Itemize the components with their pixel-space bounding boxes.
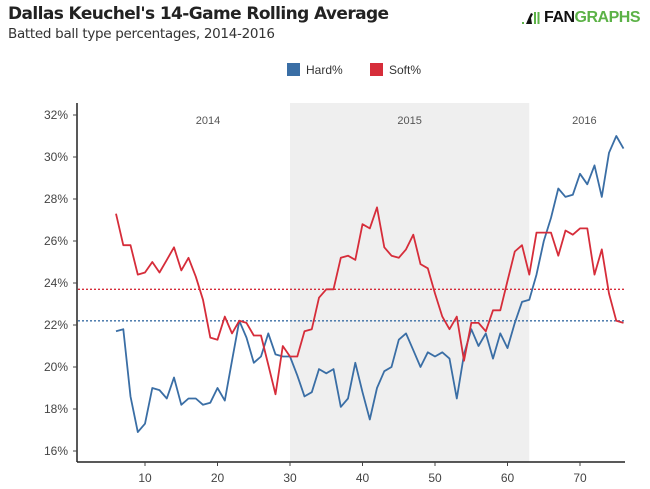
- y-tick-label: 28%: [44, 192, 68, 206]
- y-tick-label: 18%: [44, 402, 68, 416]
- y-tick-label: 32%: [44, 108, 68, 122]
- season-label-2014: 2014: [196, 115, 220, 127]
- y-tick-label: 22%: [44, 318, 68, 332]
- series-line-hard: [115, 135, 625, 434]
- legend-label-soft: Soft%: [389, 63, 421, 77]
- x-tick-label: 20: [211, 471, 225, 485]
- x-tick-label: 50: [428, 471, 442, 485]
- season-region-2015: [290, 103, 530, 462]
- x-tick-label: 60: [501, 471, 515, 485]
- y-tick-label: 20%: [44, 360, 68, 374]
- x-tick-label: 10: [138, 471, 152, 485]
- batter-icon: [522, 11, 542, 25]
- x-tick-label: 30: [283, 471, 297, 485]
- legend-swatch-soft: [370, 63, 383, 76]
- logo-text-graphs: GRAPHS: [574, 9, 641, 26]
- season-label-2015: 2015: [397, 115, 421, 127]
- x-tick-label: 40: [356, 471, 370, 485]
- chart-title: Dallas Keuchel's 14-Game Rolling Average: [8, 4, 389, 24]
- series-line-soft: [115, 206, 624, 396]
- y-tick-label: 24%: [44, 276, 68, 290]
- y-tick-label: 30%: [44, 150, 68, 164]
- chart-subtitle: Batted ball type percentages, 2014-2016: [8, 26, 275, 42]
- legend: Hard% Soft%: [287, 63, 421, 77]
- y-tick-label: 16%: [44, 444, 68, 458]
- y-tick-label: 26%: [44, 234, 68, 248]
- logo-text-fan: FAN: [544, 9, 575, 26]
- legend-swatch-hard: [287, 63, 300, 76]
- season-label-2016: 2016: [572, 115, 596, 127]
- legend-label-hard: Hard%: [306, 63, 343, 77]
- fangraphs-logo: FAN GRAPHS: [522, 9, 641, 27]
- x-tick-label: 70: [573, 471, 587, 485]
